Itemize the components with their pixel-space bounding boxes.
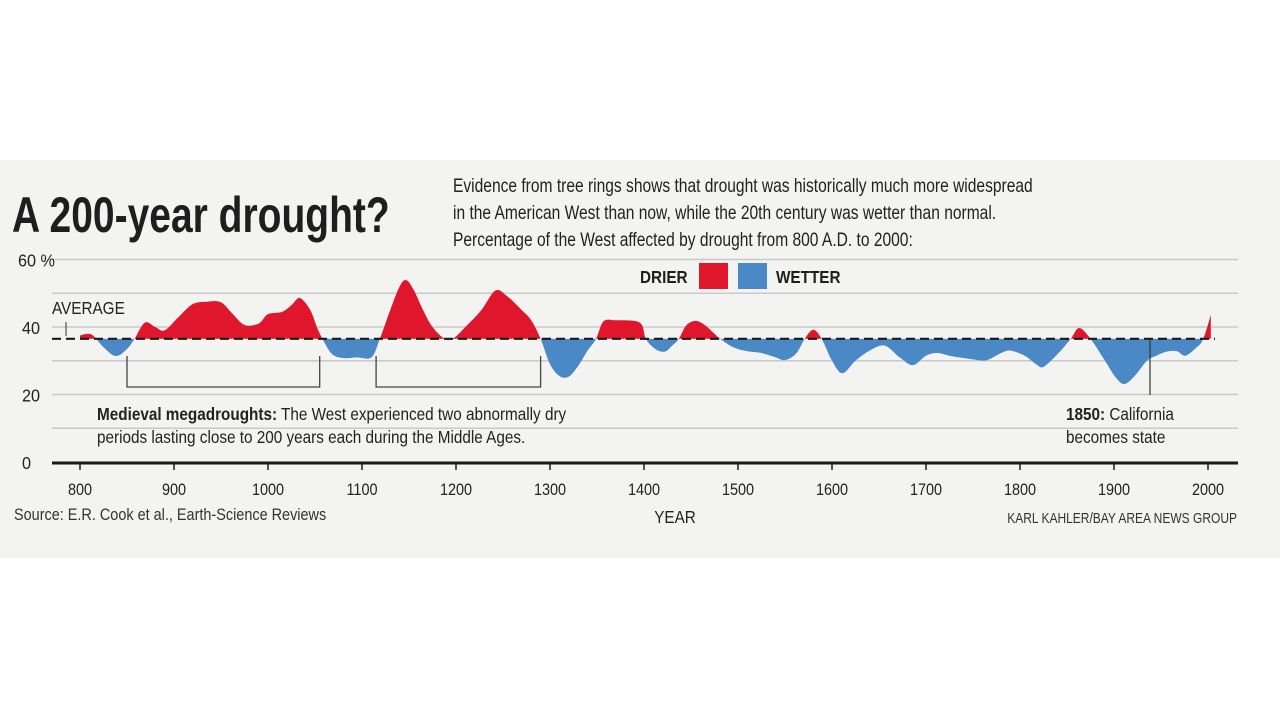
x-tick-label: 1600 xyxy=(816,481,848,499)
wetter-area xyxy=(80,338,1211,385)
legend: DRIER WETTER xyxy=(640,263,841,289)
legend-wetter-label: WETTER xyxy=(776,267,841,287)
x-tick-label: 1700 xyxy=(910,481,942,499)
drier-area xyxy=(80,279,1211,339)
x-tick-label: 1300 xyxy=(534,481,566,499)
credit-line: KARL KAHLER/BAY AREA NEWS GROUP xyxy=(1007,510,1237,527)
y-tick-label: 0 xyxy=(22,453,31,473)
x-tick-label: 800 xyxy=(68,481,92,499)
subtitle-line-1: Evidence from tree rings shows that drou… xyxy=(453,175,1033,197)
x-tick-label: 900 xyxy=(162,481,186,499)
x-tick-label: 1400 xyxy=(628,481,660,499)
x-axis-ticks: 800 900 1000 1100 1200 1300 1400 1500 1600 1700 18… xyxy=(68,463,1224,499)
subtitle-line-2: in the American West than now, while the… xyxy=(453,202,996,224)
megadrought-note-line-1: Medieval megadroughts: The West experien… xyxy=(97,404,567,424)
legend-wetter-swatch xyxy=(738,263,767,289)
y-tick-label: 60 % xyxy=(18,251,55,271)
chart-title: A 200-year drought? xyxy=(12,186,390,243)
x-axis-title: YEAR xyxy=(654,507,696,527)
x-tick-label: 1800 xyxy=(1004,481,1036,499)
x-tick-label: 1200 xyxy=(440,481,472,499)
x-tick-label: 1000 xyxy=(252,481,284,499)
source-note: Source: E.R. Cook et al., Earth-Science … xyxy=(14,506,326,524)
graphic-background xyxy=(0,160,1280,558)
megadrought-note-text: The West experienced two abnormally dry xyxy=(277,404,567,424)
california-note-line-1: 1850: California xyxy=(1066,404,1175,424)
megadrought-note-line-2: periods lasting close to 200 years each … xyxy=(97,427,525,447)
megadrought-bracket xyxy=(375,356,542,388)
x-tick-label: 1100 xyxy=(346,481,377,499)
average-label: AVERAGE xyxy=(52,298,125,318)
california-note-line-2: becomes state xyxy=(1066,427,1165,447)
legend-drier-label: DRIER xyxy=(640,267,688,287)
legend-drier-swatch xyxy=(699,263,728,289)
y-tick-label: 20 xyxy=(22,386,40,406)
x-tick-label: 1500 xyxy=(722,481,754,499)
x-tick-label: 1900 xyxy=(1098,481,1130,499)
x-tick-label: 2000 xyxy=(1192,481,1224,499)
megadrought-note-bold: Medieval megadroughts: xyxy=(97,404,277,424)
y-axis-labels: 60 % 40 20 0 xyxy=(18,251,55,473)
megadrought-bracket xyxy=(126,356,321,388)
y-tick-label: 40 xyxy=(22,318,40,338)
california-note-bold: 1850: xyxy=(1066,404,1105,424)
megadrought-brackets xyxy=(126,356,542,388)
california-note-text: California xyxy=(1105,404,1174,424)
subtitle-line-3: Percentage of the West affected by droug… xyxy=(453,229,913,251)
